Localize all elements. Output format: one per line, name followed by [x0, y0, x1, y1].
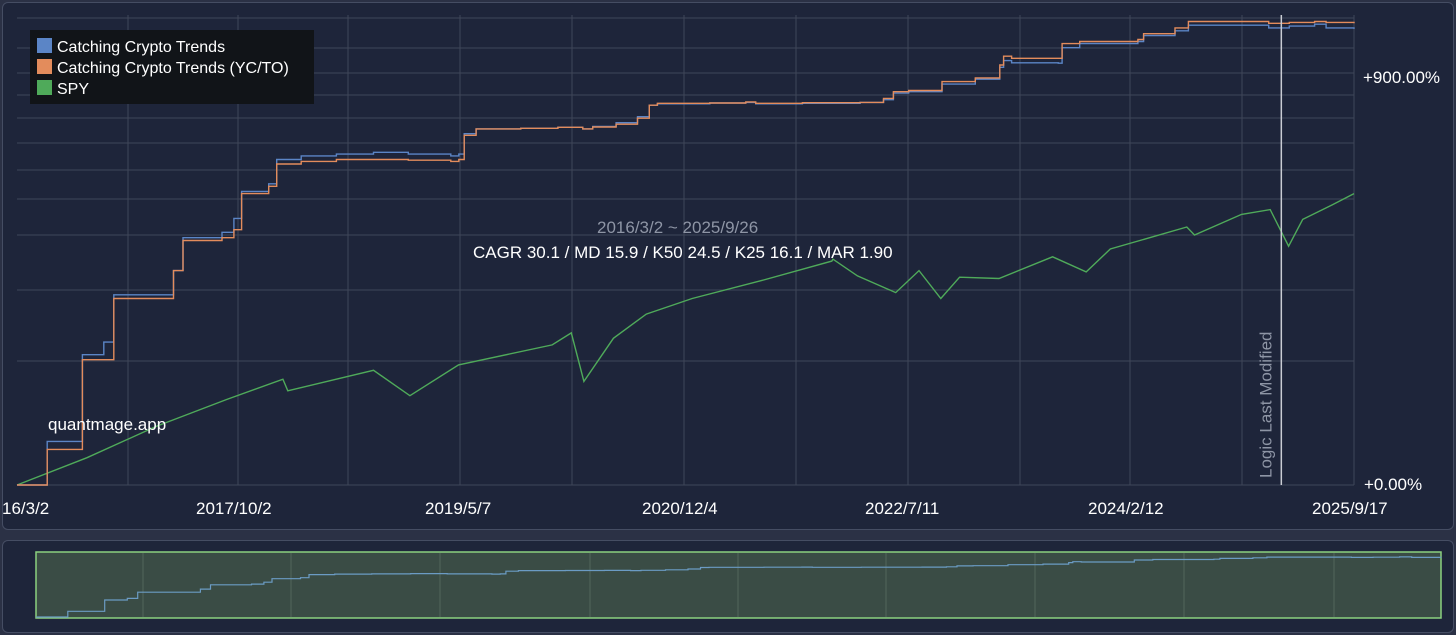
- date-range-label: 2016/3/2 ~ 2025/9/26: [597, 218, 758, 237]
- legend-label: Catching Crypto Trends (YC/TO): [57, 60, 289, 77]
- navigator[interactable]: [35, 551, 1442, 619]
- legend-swatch: [37, 59, 52, 74]
- series-line-1: [17, 20, 1355, 486]
- legend-item-catching-crypto-trends[interactable]: Catching Crypto Trends: [37, 38, 225, 56]
- x-tick-label: 2020/12/4: [642, 499, 718, 518]
- axis-ticks: 16/3/2 2017/10/2 2019/5/7 2020/12/4 2022/7/1…: [2, 68, 1440, 518]
- y-tick-label: +0.00%: [1364, 475, 1422, 494]
- navigator-line: [36, 556, 1442, 618]
- logic-modified-marker: Logic Last Modified: [1256, 15, 1283, 485]
- legend-label: Catching Crypto Trends: [57, 39, 225, 56]
- x-tick-label: 16/3/2: [2, 499, 49, 518]
- stats-label: CAGR 30.1 / MD 15.9 / K50 24.5 / K25 16.…: [473, 243, 893, 262]
- legend[interactable]: Catching Crypto Trends Catching Crypto T…: [30, 30, 314, 104]
- legend-item-spy[interactable]: SPY: [37, 80, 89, 98]
- navigator-grid: [142, 553, 1335, 617]
- x-tick-label: 2022/7/11: [865, 499, 939, 518]
- y-tick-label: +900.00%: [1363, 68, 1440, 87]
- logic-modified-label: Logic Last Modified: [1256, 332, 1275, 478]
- legend-swatch: [37, 80, 52, 95]
- series-layer: [16, 20, 1355, 486]
- x-tick-label: 2019/5/7: [425, 499, 491, 518]
- watermark-text: quantmage.app: [48, 415, 166, 434]
- x-tick-label: 2024/2/12: [1088, 499, 1164, 518]
- legend-background: [30, 30, 314, 104]
- x-tick-label: 2025/9/17: [1312, 499, 1388, 518]
- series-line-2: [16, 192, 1355, 486]
- legend-swatch: [37, 38, 52, 53]
- legend-item-catching-crypto-trends-yc-to[interactable]: Catching Crypto Trends (YC/TO): [37, 59, 289, 77]
- navigator-series: [36, 556, 1442, 618]
- legend-label: SPY: [57, 81, 89, 98]
- x-tick-label: 2017/10/2: [196, 499, 272, 518]
